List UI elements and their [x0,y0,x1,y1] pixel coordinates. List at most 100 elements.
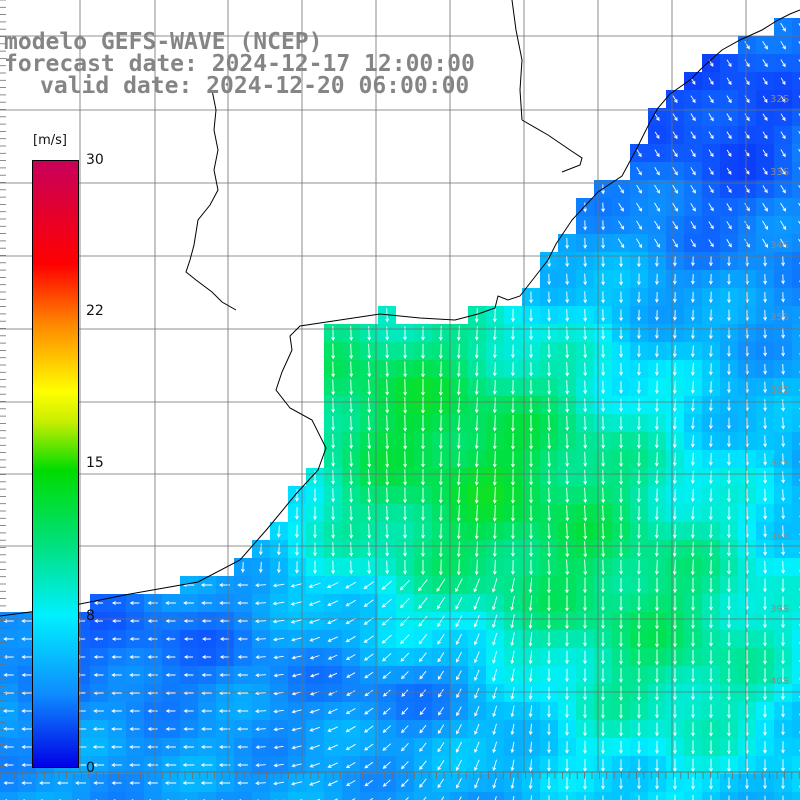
wind-vector [387,797,391,800]
latitude-label: 32S [770,94,789,105]
wind-vector [618,220,625,230]
wind-cell [792,720,800,738]
wind-vector [763,777,767,790]
wind-cell [792,630,800,648]
wind-vector [637,523,641,540]
wind-cell [792,648,800,666]
wind-vector [619,704,623,719]
wind-vector [781,650,785,665]
wind-vector [437,706,444,716]
wind-vector [403,542,407,557]
wind-vector [295,561,299,574]
wind-vector [762,149,768,158]
wind-vector [455,741,462,753]
wind-vector [763,614,767,629]
wind-vector [691,777,695,790]
wind-vector [672,202,679,212]
wind-vector [672,345,677,358]
wind-cell [324,792,342,800]
wind-vector [147,601,158,605]
wind-vector [798,130,800,135]
wind-vector [547,650,551,665]
wind-vector [418,634,428,645]
wind-vector [637,345,641,358]
wind-vector [763,578,767,593]
wind-vector [708,488,713,503]
wind-cell [792,162,800,180]
wind-vector [349,487,354,503]
wind-vector [492,344,497,359]
wind-vector [708,363,713,376]
wind-vector [727,345,731,358]
wind-vector [290,619,303,624]
wind-vector [21,637,32,641]
wind-vector [727,256,731,267]
wind-vector [565,741,569,754]
wind-vector [438,343,443,360]
wind-vector [619,595,623,612]
wind-vector [672,149,678,158]
wind-vector [601,759,605,772]
wind-vector [529,379,533,395]
wind-vector [295,506,299,520]
wind-vector [727,381,731,394]
wind-vector [655,722,659,737]
wind-vector [218,709,231,713]
wind-vector [780,113,786,122]
wind-vector [763,309,768,321]
wind-vector [565,776,569,791]
wind-vector [726,77,732,86]
wind-vector [129,763,140,767]
wind-vector [674,794,676,800]
wind-vector [474,362,479,377]
wind-vector [565,433,570,450]
wind-vector [364,761,374,769]
wind-vector [601,577,605,594]
wind-vector [619,541,623,558]
wind-vector [528,723,533,736]
wind-vector [510,632,515,647]
wind-vector [601,255,606,268]
wind-vector [781,256,786,267]
wind-vector [690,399,695,412]
wind-vector [565,362,570,377]
wind-vector [654,559,659,576]
wind-vector [763,399,768,412]
wind-vector [401,725,409,734]
wind-vector [763,381,768,394]
wind-vector [637,416,641,431]
wind-vector [510,650,515,665]
wind-vector [727,291,731,304]
wind-vector [3,763,14,767]
wind-vector [583,559,588,576]
wind-vector [746,795,748,800]
wind-vector [547,487,552,504]
wind-vector [309,780,321,786]
wind-vector [619,649,623,666]
wind-vector [763,741,767,754]
wind-vector [237,637,248,641]
wind-vector [364,743,374,751]
wind-vector [510,759,515,772]
wind-vector [798,238,800,243]
wind-vector [237,583,248,587]
wind-vector [708,541,713,558]
wind-vector [327,708,338,714]
wind-vector [437,760,445,771]
wind-vector [165,619,176,623]
wind-vector [637,469,641,485]
wind-vector [709,668,713,683]
wind-vector [529,523,533,540]
wind-vector [367,379,372,396]
wind-vector [763,560,768,575]
wind-cell [108,792,126,800]
wind-vector [654,327,659,340]
wind-vector [547,777,551,790]
wind-vector [528,686,533,700]
wind-vector [781,614,785,629]
wind-vector [400,761,409,770]
wind-vector [655,740,659,755]
wind-vector [492,397,497,414]
wind-vector [690,274,695,285]
wind-vector [654,291,659,303]
